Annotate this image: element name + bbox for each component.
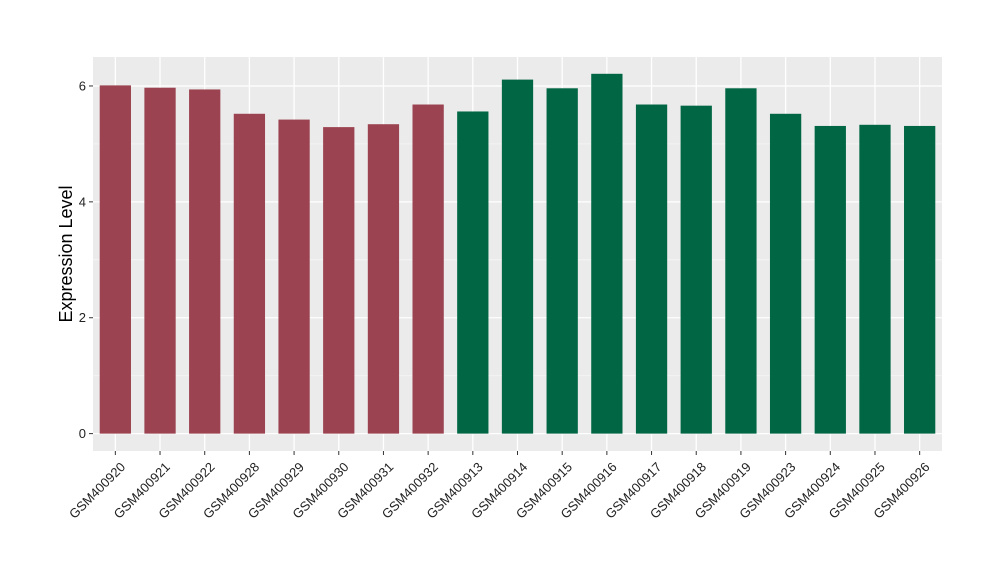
y-axis: 0 2 4 6	[79, 78, 93, 441]
bar-GSM400926	[904, 125, 936, 434]
bar-GSM400914	[501, 79, 534, 434]
bar-GSM400920	[99, 85, 131, 434]
bar-GSM400913	[457, 111, 489, 434]
bar-GSM400929	[278, 119, 310, 434]
bar-GSM400915	[546, 88, 578, 434]
bar-GSM400925	[859, 124, 891, 434]
y-tick-label: 6	[79, 78, 86, 93]
bar-GSM400923	[769, 113, 802, 434]
bar-GSM400924	[814, 125, 846, 434]
bar-GSM400928	[233, 113, 266, 434]
y-tick-label: 0	[79, 426, 86, 441]
y-tick-label: 2	[79, 310, 86, 325]
y-axis-title: Expression Level	[56, 185, 76, 322]
bars	[99, 73, 936, 434]
bar-GSM400922	[189, 89, 221, 434]
bar-GSM400930	[323, 127, 355, 434]
bar-GSM400917	[635, 104, 668, 434]
bar-GSM400932	[412, 104, 444, 434]
bar-GSM400916	[591, 73, 623, 434]
bar-GSM400931	[367, 124, 400, 434]
bar-GSM400921	[144, 87, 176, 434]
y-tick-label: 4	[79, 194, 86, 209]
x-axis: GSM400920GSM400921GSM400922GSM400928GSM4…	[66, 451, 933, 522]
bar-GSM400918	[680, 105, 712, 434]
bar-GSM400919	[725, 88, 757, 434]
